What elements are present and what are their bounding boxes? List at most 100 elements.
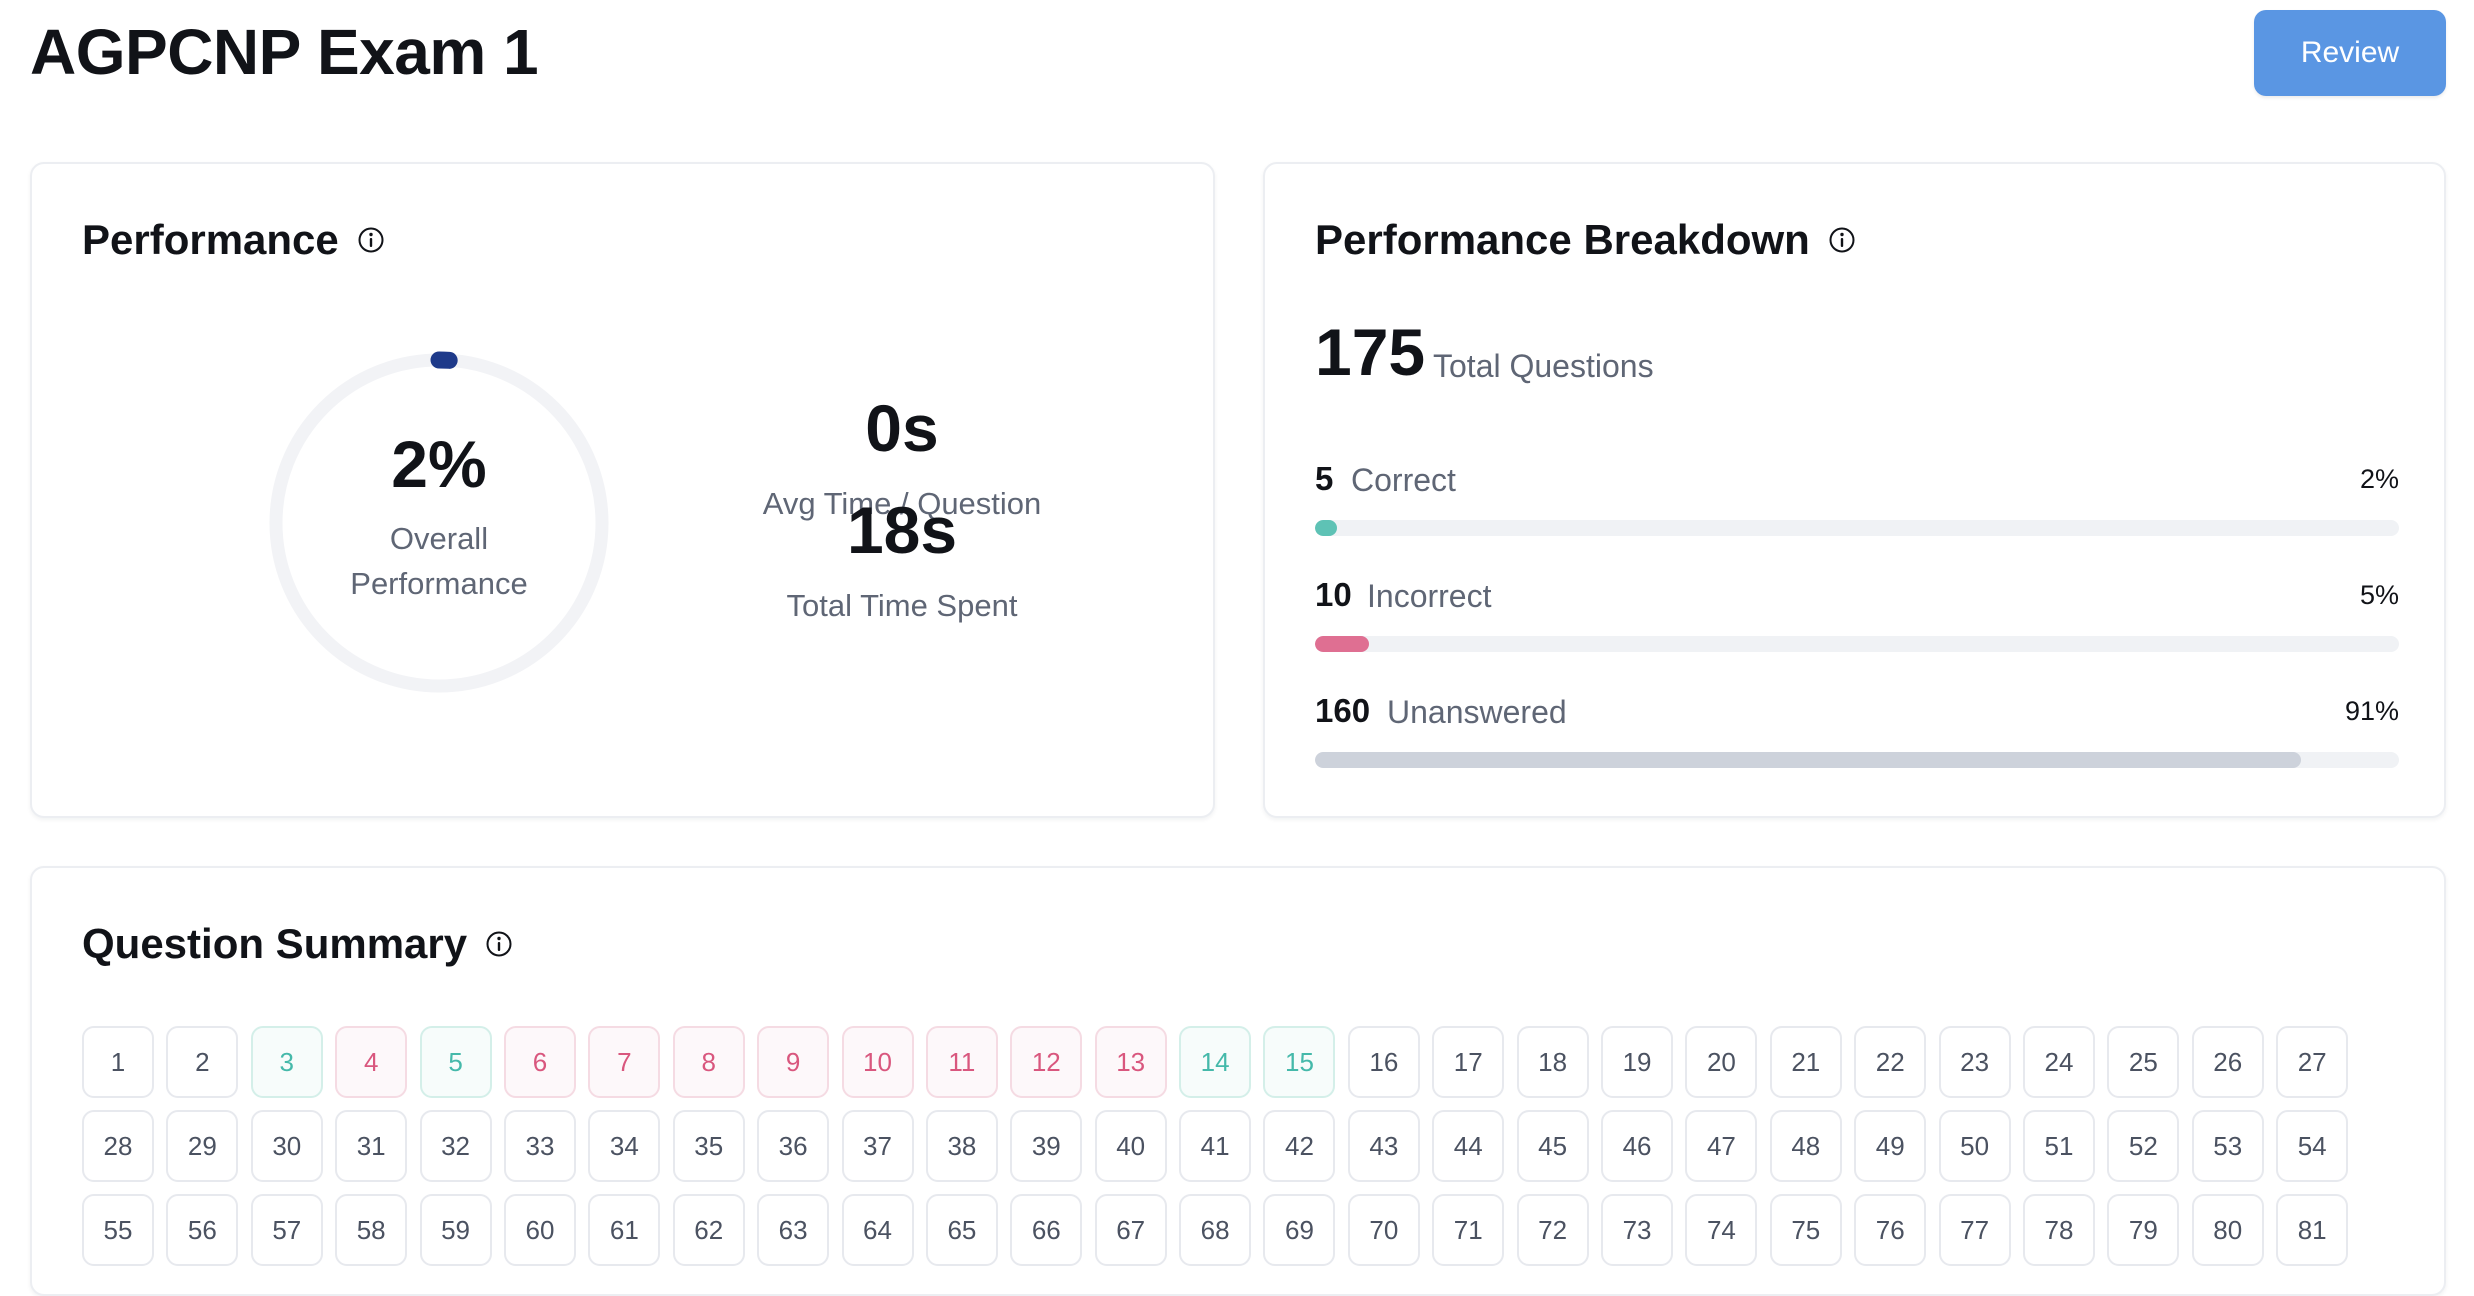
question-cell[interactable]: 23 bbox=[1938, 1026, 2011, 1098]
question-cell[interactable]: 65 bbox=[925, 1194, 998, 1266]
question-cell[interactable]: 3 bbox=[250, 1026, 323, 1098]
question-cell[interactable]: 75 bbox=[1769, 1194, 1842, 1266]
question-cell[interactable]: 80 bbox=[2191, 1194, 2264, 1266]
question-cell[interactable]: 40 bbox=[1094, 1110, 1167, 1182]
question-cell[interactable]: 16 bbox=[1347, 1026, 1420, 1098]
question-cell[interactable]: 17 bbox=[1432, 1026, 1505, 1098]
question-cell[interactable]: 11 bbox=[925, 1026, 998, 1098]
question-cell[interactable]: 18 bbox=[1516, 1026, 1589, 1098]
question-cell[interactable]: 44 bbox=[1432, 1110, 1505, 1182]
question-cell[interactable]: 57 bbox=[250, 1194, 323, 1266]
question-cell[interactable]: 62 bbox=[672, 1194, 745, 1266]
review-button[interactable]: Review bbox=[2254, 10, 2446, 96]
question-cell[interactable]: 38 bbox=[925, 1110, 998, 1182]
question-cell[interactable]: 47 bbox=[1685, 1110, 1758, 1182]
question-cell[interactable]: 42 bbox=[1263, 1110, 1336, 1182]
question-cell[interactable]: 66 bbox=[1010, 1194, 1083, 1266]
question-cell[interactable]: 41 bbox=[1179, 1110, 1252, 1182]
question-cell[interactable]: 69 bbox=[1263, 1194, 1336, 1266]
question-cell[interactable]: 34 bbox=[588, 1110, 661, 1182]
question-cell[interactable]: 25 bbox=[2107, 1026, 2180, 1098]
question-cell[interactable]: 31 bbox=[335, 1110, 408, 1182]
question-cell[interactable]: 26 bbox=[2191, 1026, 2264, 1098]
question-cell[interactable]: 64 bbox=[841, 1194, 914, 1266]
question-cell[interactable]: 45 bbox=[1516, 1110, 1589, 1182]
unanswered-label: Unanswered bbox=[1387, 694, 1567, 730]
question-cell[interactable]: 28 bbox=[82, 1110, 154, 1182]
question-cell[interactable]: 9 bbox=[757, 1026, 830, 1098]
performance-ring bbox=[267, 351, 611, 695]
question-cell[interactable]: 39 bbox=[1010, 1110, 1083, 1182]
question-cell[interactable]: 50 bbox=[1938, 1110, 2011, 1182]
unanswered-percent: 91% bbox=[2344, 696, 2399, 726]
question-cell[interactable]: 1 bbox=[82, 1026, 154, 1098]
breakdown-row-unanswered: 160 Unanswered 91% bbox=[1315, 692, 2399, 772]
question-cell[interactable]: 37 bbox=[841, 1110, 914, 1182]
question-cell[interactable]: 10 bbox=[841, 1026, 914, 1098]
question-cell[interactable]: 54 bbox=[2276, 1110, 2349, 1182]
question-cell[interactable]: 22 bbox=[1854, 1026, 1927, 1098]
question-cell[interactable]: 35 bbox=[672, 1110, 745, 1182]
question-cell[interactable]: 6 bbox=[503, 1026, 576, 1098]
question-cell[interactable]: 53 bbox=[2191, 1110, 2264, 1182]
question-cell[interactable]: 55 bbox=[82, 1194, 154, 1266]
question-cell[interactable]: 77 bbox=[1938, 1194, 2011, 1266]
question-cell[interactable]: 12 bbox=[1010, 1026, 1083, 1098]
question-cell[interactable]: 19 bbox=[1601, 1026, 1674, 1098]
question-cell[interactable]: 67 bbox=[1094, 1194, 1167, 1266]
incorrect-percent: 5% bbox=[2359, 580, 2399, 610]
question-cell[interactable]: 71 bbox=[1432, 1194, 1505, 1266]
question-cell[interactable]: 33 bbox=[503, 1110, 576, 1182]
question-cell[interactable]: 36 bbox=[757, 1110, 830, 1182]
question-cell[interactable]: 15 bbox=[1263, 1026, 1336, 1098]
question-cell[interactable]: 13 bbox=[1094, 1026, 1167, 1098]
question-cell[interactable]: 32 bbox=[419, 1110, 492, 1182]
question-cell[interactable]: 4 bbox=[335, 1026, 408, 1098]
info-icon[interactable] bbox=[485, 930, 513, 958]
question-cell[interactable]: 49 bbox=[1854, 1110, 1927, 1182]
question-cell[interactable]: 56 bbox=[166, 1194, 239, 1266]
question-cell[interactable]: 61 bbox=[588, 1194, 661, 1266]
question-cell[interactable]: 48 bbox=[1769, 1110, 1842, 1182]
question-cell[interactable]: 59 bbox=[419, 1194, 492, 1266]
question-summary-card: Question Summary 1 2 3 4 5 6 7 8 9 10 11 12 13 14 15 16… bbox=[30, 866, 2446, 1296]
info-icon[interactable] bbox=[1828, 226, 1856, 254]
correct-count: 5 bbox=[1315, 460, 1334, 497]
question-cell[interactable]: 52 bbox=[2107, 1110, 2180, 1182]
question-cell[interactable]: 30 bbox=[250, 1110, 323, 1182]
total-questions-label: Total Questions bbox=[1433, 348, 1654, 384]
question-cell[interactable]: 58 bbox=[335, 1194, 408, 1266]
question-cell[interactable]: 76 bbox=[1854, 1194, 1927, 1266]
question-cell[interactable]: 20 bbox=[1685, 1026, 1758, 1098]
question-cell[interactable]: 27 bbox=[2276, 1026, 2349, 1098]
correct-progress-track bbox=[1315, 520, 2399, 536]
question-cell[interactable]: 79 bbox=[2107, 1194, 2180, 1266]
question-cell[interactable]: 8 bbox=[672, 1026, 745, 1098]
question-cell[interactable]: 46 bbox=[1601, 1110, 1674, 1182]
question-cell[interactable]: 74 bbox=[1685, 1194, 1758, 1266]
question-cell[interactable]: 73 bbox=[1601, 1194, 1674, 1266]
question-cell[interactable]: 78 bbox=[2022, 1194, 2095, 1266]
question-cell[interactable]: 60 bbox=[503, 1194, 576, 1266]
question-cell[interactable]: 29 bbox=[166, 1110, 239, 1182]
question-cell[interactable]: 72 bbox=[1516, 1194, 1589, 1266]
question-cell[interactable]: 70 bbox=[1347, 1194, 1420, 1266]
question-cell[interactable]: 7 bbox=[588, 1026, 661, 1098]
question-cell[interactable]: 21 bbox=[1769, 1026, 1842, 1098]
question-cell[interactable]: 2 bbox=[166, 1026, 239, 1098]
unanswered-progress-fill bbox=[1315, 752, 2302, 768]
avg-time-label: Avg Time / Question bbox=[762, 486, 1042, 521]
question-cell[interactable]: 5 bbox=[419, 1026, 492, 1098]
question-cell[interactable]: 43 bbox=[1347, 1110, 1420, 1182]
question-cell[interactable]: 81 bbox=[2276, 1194, 2349, 1266]
question-cell[interactable]: 68 bbox=[1179, 1194, 1252, 1266]
breakdown-title-text: Performance Breakdown bbox=[1315, 216, 1810, 263]
question-cell[interactable]: 24 bbox=[2022, 1026, 2095, 1098]
question-cell[interactable]: 14 bbox=[1179, 1026, 1252, 1098]
info-icon[interactable] bbox=[357, 226, 385, 254]
question-cell[interactable]: 51 bbox=[2022, 1110, 2095, 1182]
performance-title: Performance bbox=[82, 212, 385, 268]
question-cell[interactable]: 63 bbox=[757, 1194, 830, 1266]
performance-card: Performance 2% Overall Performance 0s Av… bbox=[30, 162, 1215, 818]
total-questions-count: 175 bbox=[1315, 315, 1426, 389]
